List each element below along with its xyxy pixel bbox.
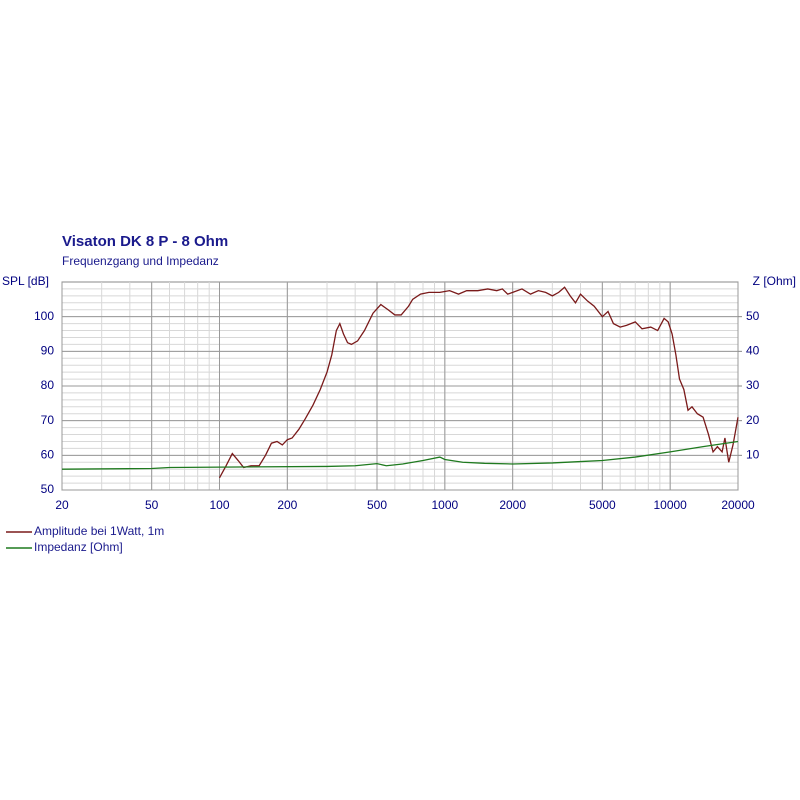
y2-axis-label: Z [Ohm] [753, 274, 796, 288]
y-tick-label: 100 [34, 309, 54, 323]
chart-subtitle: Frequenzgang und Impedanz [62, 254, 219, 268]
y-tick-label: 70 [41, 413, 55, 427]
x-tick-label: 100 [209, 498, 229, 512]
legend-label: Impedanz [Ohm] [34, 540, 123, 554]
y2-tick-label: 10 [746, 448, 760, 462]
x-tick-label: 10000 [653, 498, 687, 512]
x-tick-label: 50 [145, 498, 159, 512]
x-tick-label: 5000 [589, 498, 616, 512]
series-line [218, 286, 739, 479]
y-axis-label: SPL [dB] [2, 274, 49, 288]
x-tick-label: 200 [277, 498, 297, 512]
legend-label: Amplitude bei 1Watt, 1m [34, 524, 164, 538]
series-line [61, 440, 739, 470]
y2-tick-label: 40 [746, 344, 760, 358]
x-tick-label: 1000 [431, 498, 458, 512]
x-tick-label: 20000 [721, 498, 755, 512]
x-tick-label: 2000 [499, 498, 526, 512]
y-tick-label: 60 [41, 448, 55, 462]
y2-tick-label: 20 [746, 413, 760, 427]
y-tick-label: 50 [41, 482, 55, 496]
y-tick-label: 80 [41, 378, 55, 392]
x-tick-label: 20 [55, 498, 69, 512]
x-tick-label: 500 [367, 498, 387, 512]
y2-tick-label: 50 [746, 309, 760, 323]
chart-title: Visaton DK 8 P - 8 Ohm [62, 233, 228, 250]
y2-tick-label: 30 [746, 378, 760, 392]
y-tick-label: 90 [41, 344, 55, 358]
